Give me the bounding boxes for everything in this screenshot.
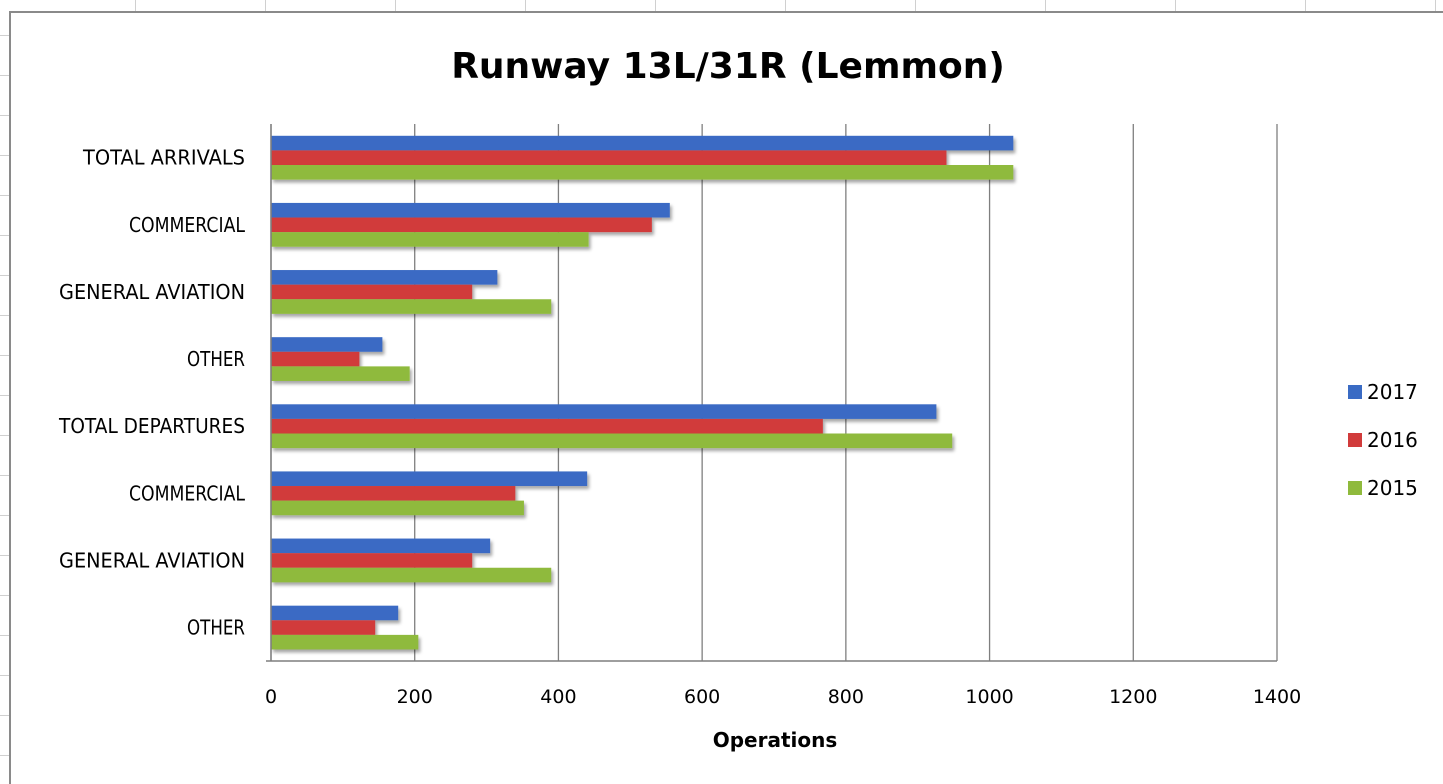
bar-2015 xyxy=(271,165,1014,180)
sheet-column-tick xyxy=(1305,0,1306,11)
x-tick-label: 400 xyxy=(540,686,576,708)
legend: 2017 2016 2015 xyxy=(1348,380,1418,500)
sheet-row-tick xyxy=(0,595,9,596)
bar-2016 xyxy=(271,284,473,300)
sheet-column-tick xyxy=(1045,0,1046,11)
sheet-column-tick xyxy=(395,0,396,11)
sheet-row-tick xyxy=(0,75,9,76)
sheet-column-tick xyxy=(525,0,526,11)
x-axis-label: Operations xyxy=(713,728,838,752)
bar-2016 xyxy=(271,150,947,165)
y-category-label: COMMERCIAL xyxy=(129,213,246,237)
sheet-row-tick xyxy=(0,355,9,356)
bar-2016 xyxy=(271,486,516,501)
bar-2017 xyxy=(271,538,491,554)
sheet-row-tick xyxy=(0,475,9,476)
sheet-column-tick xyxy=(265,0,266,11)
x-tick-label: 800 xyxy=(828,686,864,708)
sheet-row-tick xyxy=(0,315,9,316)
bar-2017 xyxy=(271,202,670,218)
sheet-column-tick xyxy=(135,0,136,11)
legend-swatch-2017 xyxy=(1348,385,1362,399)
bar-2015 xyxy=(271,232,589,247)
bar-2015 xyxy=(271,433,953,449)
sheet-row-tick xyxy=(0,555,9,556)
sheet-row-tick xyxy=(0,275,9,276)
x-tick-label: 600 xyxy=(684,686,720,708)
sheet-row-tick xyxy=(0,195,9,196)
bar-2015 xyxy=(271,567,552,583)
y-category-label: TOTAL ARRIVALS xyxy=(82,146,245,170)
sheet-row-tick xyxy=(0,675,9,676)
bar-2016 xyxy=(271,620,376,635)
x-tick-label: 0 xyxy=(265,686,277,708)
y-category-labels: TOTAL ARRIVALS COMMERCIAL GENERAL AVIATION… xyxy=(58,146,246,640)
x-tick-label: 1200 xyxy=(1109,686,1157,708)
sheet-edge-top xyxy=(9,11,1443,13)
bar-2017 xyxy=(271,471,588,487)
sheet-row-tick xyxy=(0,155,9,156)
legend-label: 2016 xyxy=(1367,428,1418,452)
sheet-row-tick xyxy=(0,635,9,636)
y-category-label: GENERAL AVIATION xyxy=(59,280,245,304)
bar-2015 xyxy=(271,500,524,516)
sheet-row-tick xyxy=(0,755,9,756)
sheet-column-tick xyxy=(1175,0,1176,11)
y-category-label: TOTAL DEPARTURES xyxy=(58,414,245,438)
x-tick-label: 1400 xyxy=(1253,686,1301,708)
gridlines xyxy=(414,124,1278,661)
y-category-label: COMMERCIAL xyxy=(129,481,246,505)
sheet-column-tick xyxy=(915,0,916,11)
y-category-label: GENERAL AVIATION xyxy=(59,548,245,572)
sheet-column-tick xyxy=(785,0,786,11)
y-category-label: OTHER xyxy=(187,616,245,640)
sheet-column-tick xyxy=(1435,0,1436,11)
bar-2016 xyxy=(271,217,652,233)
bar-2017 xyxy=(271,605,399,621)
x-tick-label: 1000 xyxy=(965,686,1013,708)
bar-2017 xyxy=(271,135,1014,151)
legend-label: 2015 xyxy=(1367,476,1418,500)
bar-2015 xyxy=(271,366,410,381)
chart-title: Runway 13L/31R (Lemmon) xyxy=(451,46,1005,87)
x-tick-labels: 0 200 400 600 800 1000 1200 1400 xyxy=(265,686,1301,708)
x-tick-label: 200 xyxy=(397,686,433,708)
sheet-edge-left xyxy=(9,12,11,784)
bar-2015 xyxy=(271,299,552,314)
sheet-row-tick xyxy=(0,35,9,36)
sheet-row-tick xyxy=(0,395,9,396)
y-category-label: OTHER xyxy=(187,347,245,371)
bar-2017 xyxy=(271,337,383,352)
legend-swatch-2016 xyxy=(1348,433,1362,447)
sheet-row-tick xyxy=(0,435,9,436)
sheet-row-tick xyxy=(0,115,9,116)
bar-2017 xyxy=(271,270,498,285)
bar-2016 xyxy=(271,418,823,434)
sheet-row-tick xyxy=(0,515,9,516)
sheet-row-tick xyxy=(0,715,9,716)
sheet-row-tick xyxy=(0,235,9,236)
legend-label: 2017 xyxy=(1367,380,1418,404)
sheet-column-tick xyxy=(655,0,656,11)
legend-swatch-2015 xyxy=(1348,481,1362,495)
bar-2017 xyxy=(271,404,937,419)
bars xyxy=(271,135,1014,650)
axes xyxy=(266,124,1277,662)
bar-2015 xyxy=(271,634,419,650)
bar-2016 xyxy=(271,553,473,568)
bar-2016 xyxy=(271,351,360,367)
